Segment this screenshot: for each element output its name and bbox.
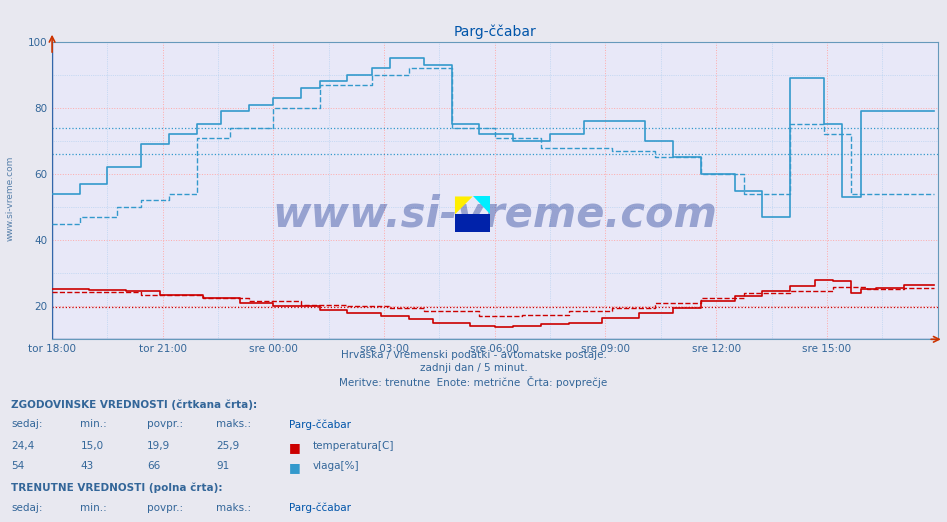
Text: Parg-ččabar: Parg-ččabar xyxy=(289,503,350,513)
Text: sedaj:: sedaj: xyxy=(11,503,43,513)
Text: 25,9: 25,9 xyxy=(216,441,240,451)
Text: www.si-vreme.com: www.si-vreme.com xyxy=(6,156,15,241)
Text: min.:: min.: xyxy=(80,419,107,429)
Text: 19,9: 19,9 xyxy=(147,441,170,451)
Text: povpr.:: povpr.: xyxy=(147,503,183,513)
Text: 66: 66 xyxy=(147,461,160,471)
Polygon shape xyxy=(455,196,473,215)
Text: 15,0: 15,0 xyxy=(80,441,103,451)
Text: Parg-ččabar: Parg-ččabar xyxy=(289,419,350,430)
Text: temperatura[C]: temperatura[C] xyxy=(313,441,394,451)
Polygon shape xyxy=(473,196,491,215)
Text: maks.:: maks.: xyxy=(216,503,251,513)
Text: ■: ■ xyxy=(289,461,300,474)
Text: 24,4: 24,4 xyxy=(11,441,35,451)
Polygon shape xyxy=(455,215,491,232)
Text: sedaj:: sedaj: xyxy=(11,419,43,429)
Text: ■: ■ xyxy=(289,441,300,454)
Text: min.:: min.: xyxy=(80,503,107,513)
Text: povpr.:: povpr.: xyxy=(147,419,183,429)
Text: vlaga[%]: vlaga[%] xyxy=(313,461,359,471)
Text: www.si-vreme.com: www.si-vreme.com xyxy=(273,193,717,235)
Text: ZGODOVINSKE VREDNOSTI (črtkana črta):: ZGODOVINSKE VREDNOSTI (črtkana črta): xyxy=(11,399,258,410)
Text: maks.:: maks.: xyxy=(216,419,251,429)
Text: zadnji dan / 5 minut.: zadnji dan / 5 minut. xyxy=(420,363,527,373)
Text: Meritve: trenutne  Enote: metrične  Črta: povprečje: Meritve: trenutne Enote: metrične Črta: … xyxy=(339,376,608,388)
Title: Parg-ččabar: Parg-ččabar xyxy=(454,25,536,39)
Text: 54: 54 xyxy=(11,461,25,471)
Text: Hrvaška / vremenski podatki - avtomatske postaje.: Hrvaška / vremenski podatki - avtomatske… xyxy=(341,350,606,360)
Text: TRENUTNE VREDNOSTI (polna črta):: TRENUTNE VREDNOSTI (polna črta): xyxy=(11,483,223,493)
Text: 43: 43 xyxy=(80,461,94,471)
Text: 91: 91 xyxy=(216,461,229,471)
